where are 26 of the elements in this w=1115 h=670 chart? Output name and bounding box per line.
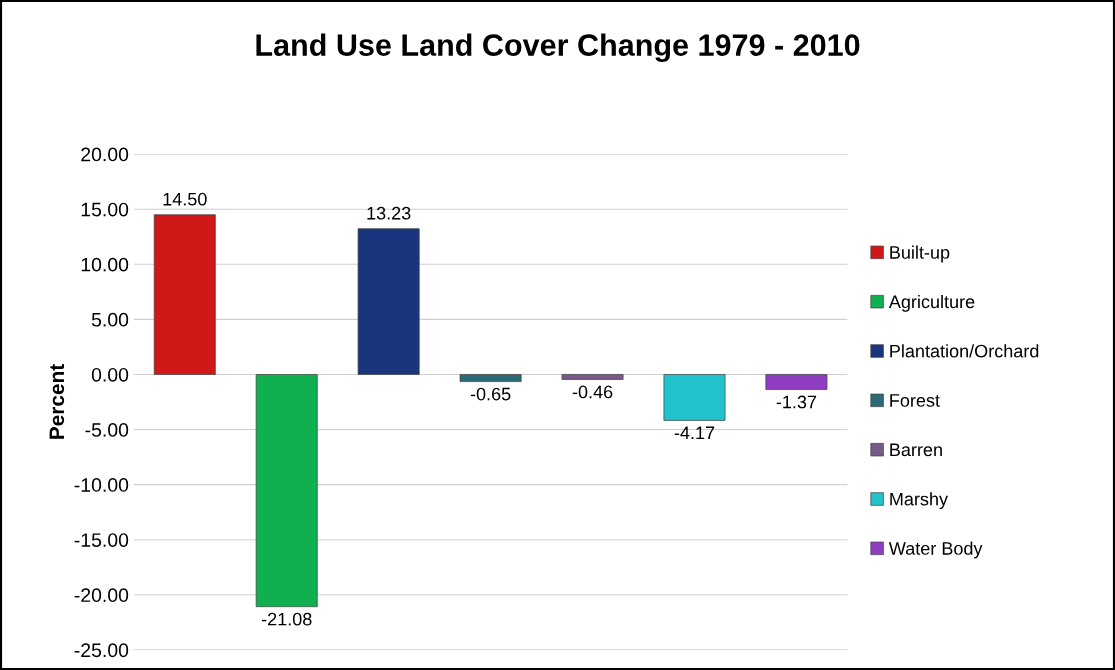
y-tick-label: 20.00 — [81, 147, 129, 162]
y-tick-label: -25.00 — [74, 643, 129, 658]
legend-label: Built-up — [890, 245, 950, 263]
data-label: -0.46 — [572, 385, 613, 399]
data-label: -0.65 — [470, 387, 511, 401]
legend-label: Water Body — [888, 541, 983, 559]
data-label: -21.08 — [261, 612, 312, 626]
data-label: 13.23 — [367, 206, 411, 220]
legend-label: Barren — [890, 443, 942, 457]
legend-label: Marshy — [890, 492, 948, 510]
legend-label: Plantation/Orchard — [890, 344, 1039, 358]
data-label: 14.50 — [163, 192, 207, 206]
y-tick-label: -20.00 — [74, 588, 129, 603]
data-label: -4.17 — [674, 426, 715, 440]
legend-label: Forest — [890, 394, 940, 407]
y-tick-label: -10.00 — [74, 478, 129, 492]
y-tick-label: 15.00 — [81, 202, 129, 217]
y-tick-label: 5.00 — [91, 312, 129, 327]
chart-title: Land Use Land Cover Change 1979 - 2010 — [256, 33, 860, 63]
y-tick-label: 0.00 — [91, 367, 129, 382]
y-axis-title: Percent — [49, 364, 65, 439]
y-tick-label: -5.00 — [85, 423, 129, 437]
y-tick-label: -15.00 — [74, 533, 129, 547]
legend-label: Agriculture — [888, 294, 975, 312]
y-tick-label: 10.00 — [81, 257, 129, 272]
data-label: -1.37 — [776, 395, 817, 409]
